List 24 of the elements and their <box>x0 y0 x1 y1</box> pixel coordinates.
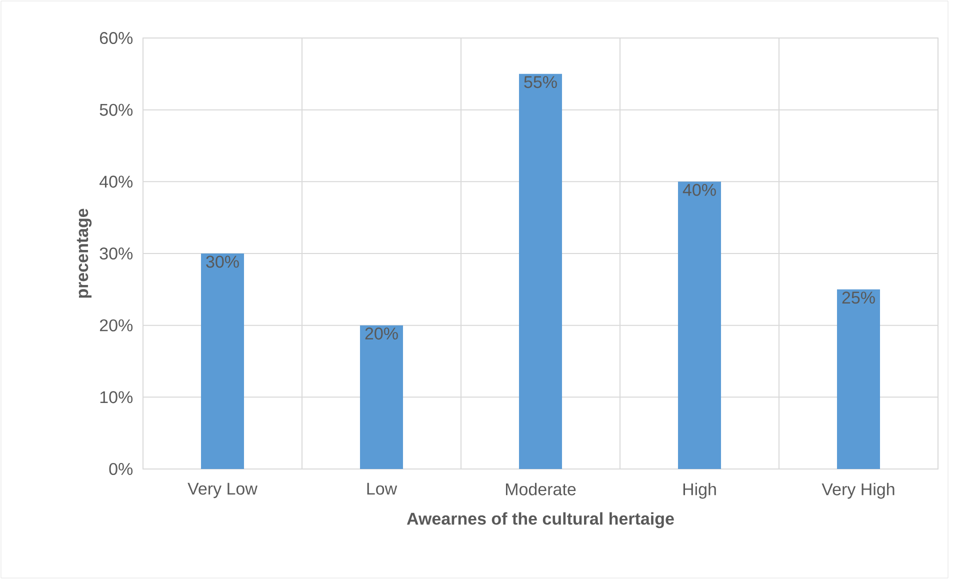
y-tick-label: 40% <box>100 176 133 188</box>
x-axis-title: Awearnes of the cultural hertaige <box>406 512 674 528</box>
y-tick-label: 30% <box>100 247 133 260</box>
bar <box>837 289 880 469</box>
y-tick-label: 20% <box>100 319 133 332</box>
bar <box>519 74 562 469</box>
y-tick-label: 10% <box>100 391 133 404</box>
x-tick-label: Very Low <box>188 482 258 498</box>
data-label: 40% <box>682 184 716 196</box>
bar <box>360 325 404 469</box>
x-tick-label: High <box>683 482 716 499</box>
data-label: 30% <box>206 256 239 268</box>
data-label: 55% <box>524 76 557 88</box>
y-axis-title: precentage <box>76 208 92 298</box>
data-label: 25% <box>842 292 875 304</box>
data-label: 20% <box>365 328 398 340</box>
bar <box>678 182 722 469</box>
y-tick-label: 60% <box>100 32 133 44</box>
bar <box>201 254 244 469</box>
x-tick-label: Low <box>367 482 398 495</box>
x-tick-label: Moderate <box>506 482 576 496</box>
y-tick-label: 50% <box>100 104 133 116</box>
x-tick-label: Very High <box>822 482 894 499</box>
y-tick-label: 0% <box>109 462 133 476</box>
